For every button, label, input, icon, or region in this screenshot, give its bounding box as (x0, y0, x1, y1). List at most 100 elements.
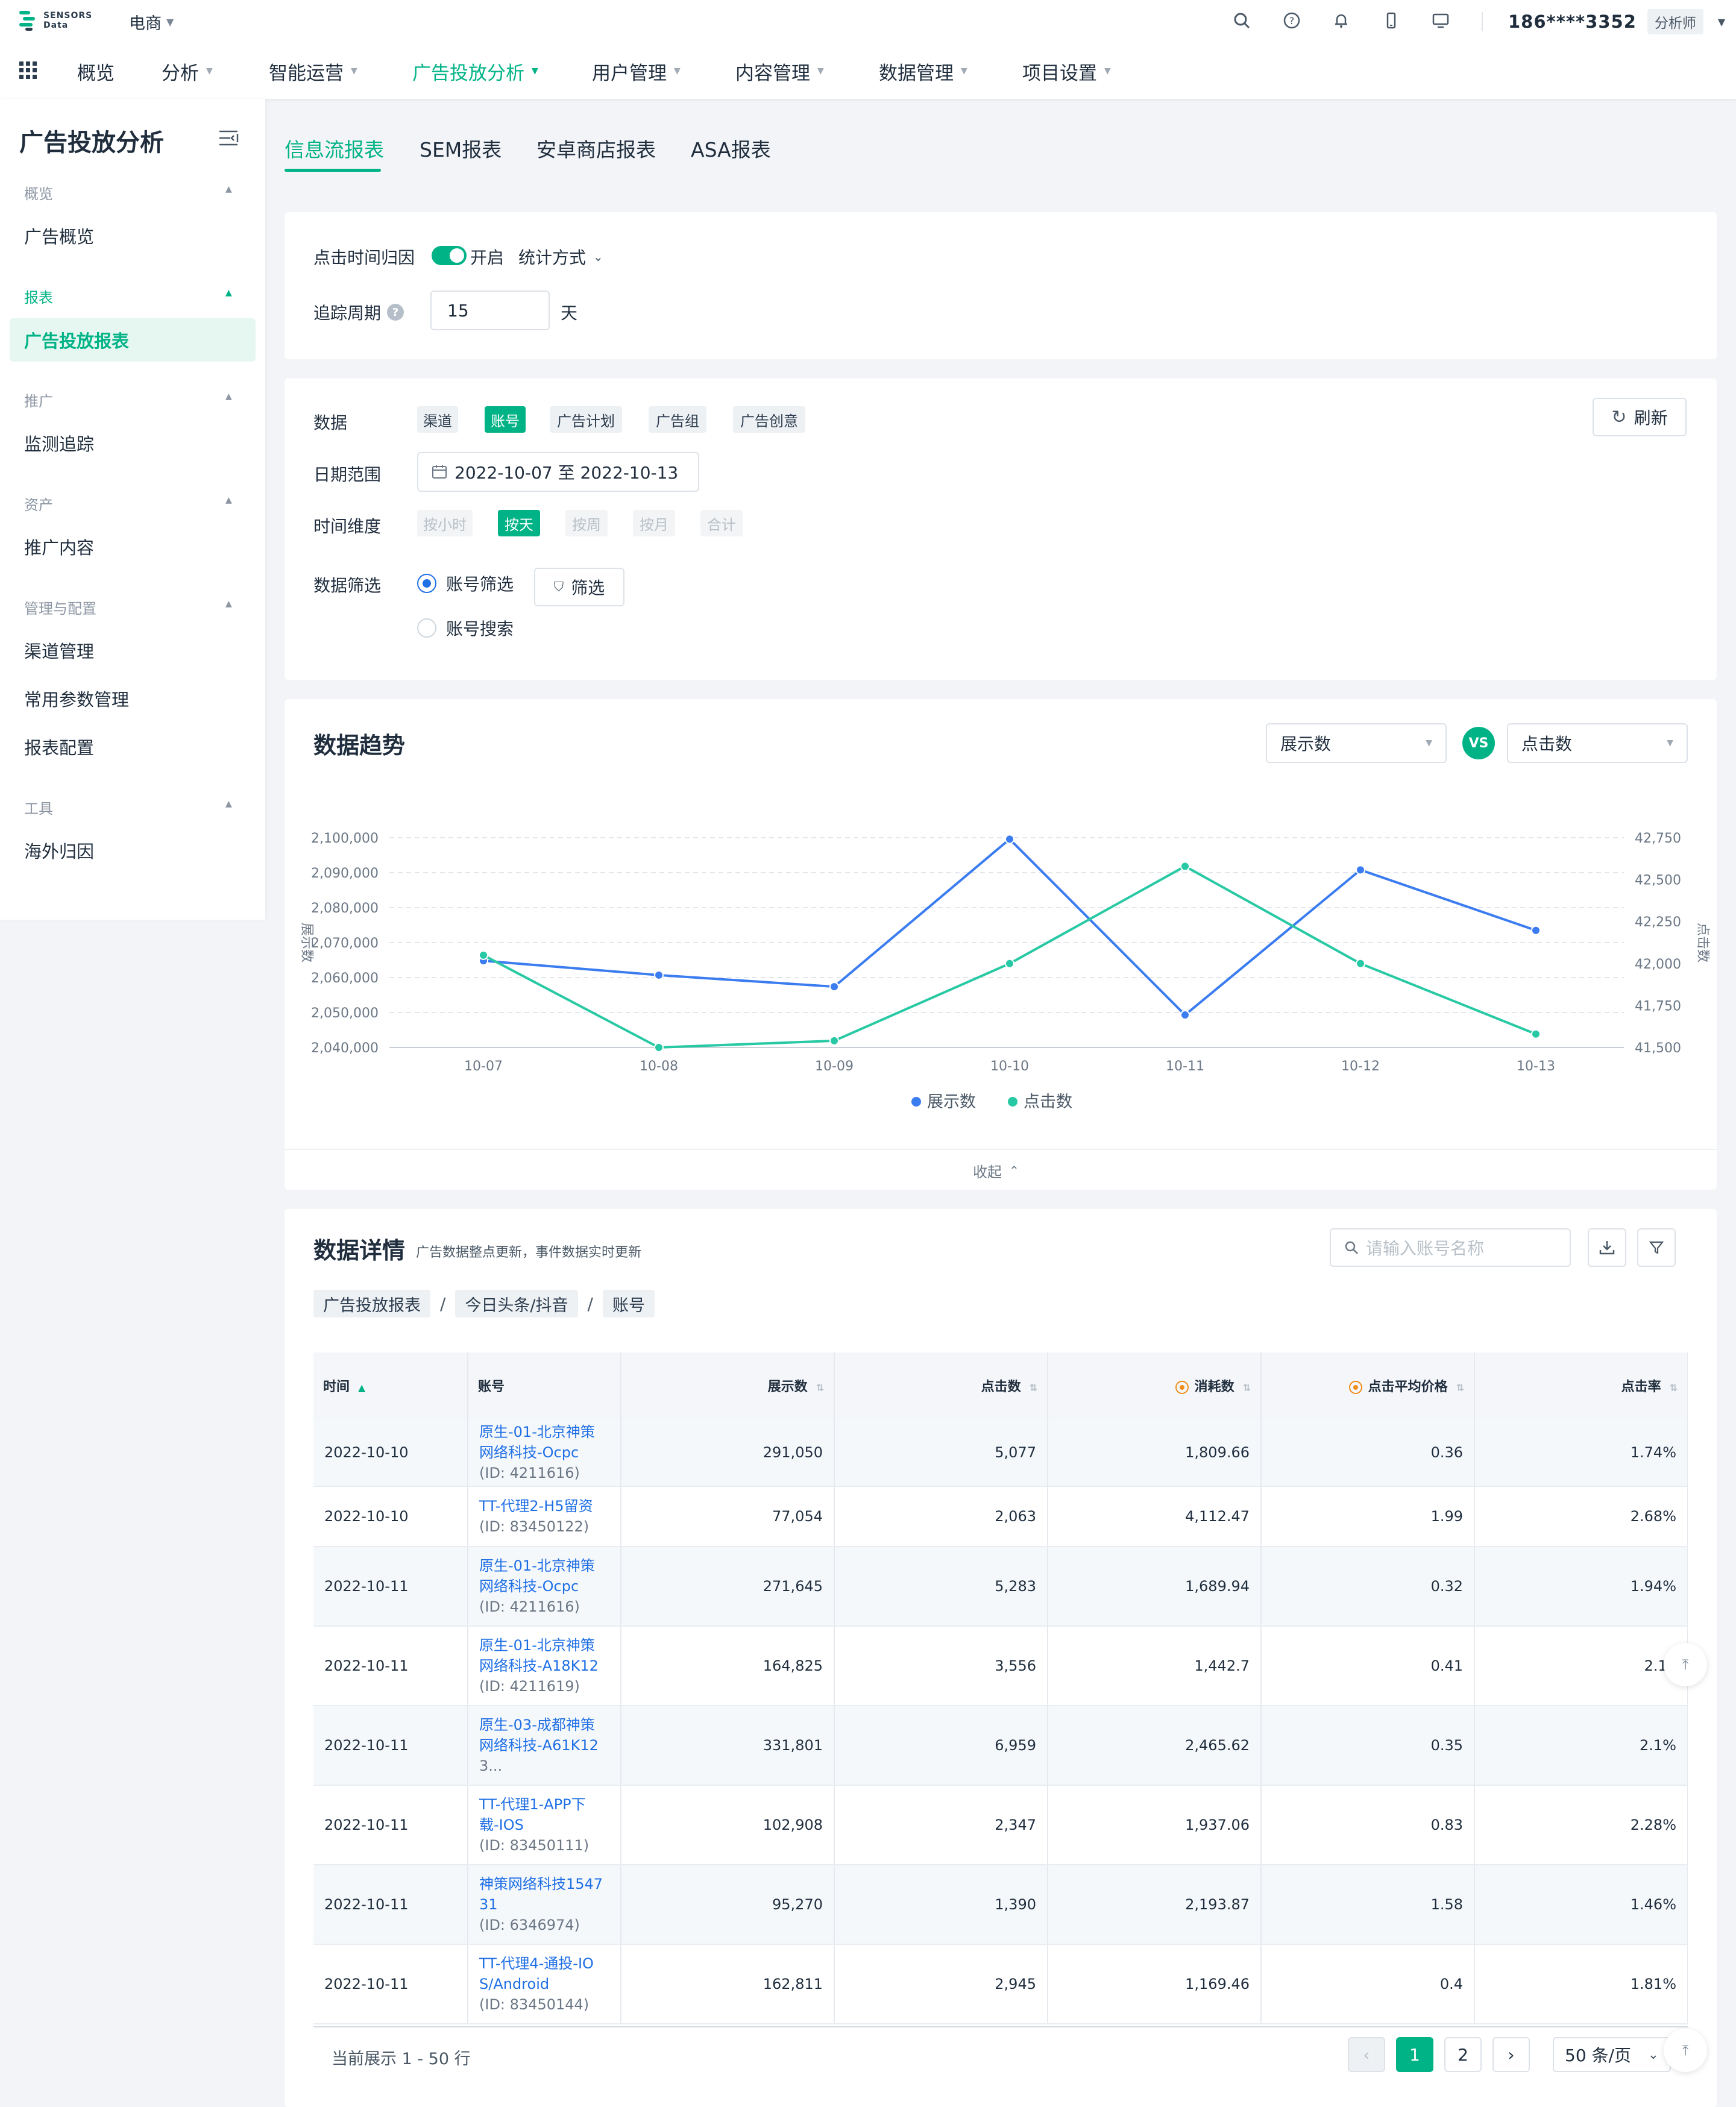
filter-button[interactable]: ⛉ 筛选 (534, 568, 624, 606)
chip-account[interactable]: 账号 (485, 406, 526, 433)
nav-item-overview[interactable]: 概览 (77, 43, 115, 99)
account-link[interactable]: TT-代理1-APP下 (479, 1796, 586, 1813)
page-button[interactable]: 1 (1396, 2037, 1433, 2072)
project-switcher[interactable]: 电商 ▼ (129, 10, 174, 34)
chevron-up-icon[interactable]: ▲ (225, 799, 232, 809)
tab-feed-report[interactable]: 信息流报表 (285, 138, 384, 162)
tab-android-store-report[interactable]: 安卓商店报表 (536, 138, 656, 162)
sort-icon[interactable]: ⇅ (1669, 1382, 1678, 1393)
table-row[interactable]: 2022-10-11 神策网络科技1547 31 (ID: 6346974) 95,27… (313, 1865, 1688, 1945)
table-row[interactable]: 2022-10-11 原生-01-北京神策 网络科技-Ocpc (ID: 421161… (313, 1546, 1688, 1627)
cell-account[interactable]: 原生-01-北京神策 网络科技-Ocpc (ID: 4211616) (468, 1546, 621, 1627)
account-link[interactable]: 原生-01-北京神策 (479, 1557, 595, 1574)
sort-icon[interactable]: ▲ (358, 1382, 366, 1393)
sidebar-item-tracking[interactable]: 监测追踪 (24, 434, 95, 454)
table-row[interactable]: 2022-10-11 原生-01-北京神策 网络科技-A18K12 (ID: 4211… (313, 1626, 1688, 1706)
back-to-top-button[interactable]: ⤒ (1664, 2029, 1707, 2072)
account-link[interactable]: 网络科技-Ocpc (479, 1578, 579, 1595)
chip-total[interactable]: 合计 (700, 510, 743, 536)
help-icon[interactable]: ? (387, 304, 404, 321)
nav-item-data-mgmt[interactable]: 数据管理 ▼ (879, 43, 967, 99)
col-header-cost[interactable]: 消耗数 ⇅ (1048, 1352, 1262, 1419)
column-filter-button[interactable] (1637, 1228, 1676, 1267)
refresh-button[interactable]: ↻ 刷新 (1593, 398, 1687, 436)
page-button[interactable]: 2 (1444, 2037, 1482, 2072)
collapse-toggle[interactable]: 收起 ⌃ (973, 1158, 1019, 1182)
table-row[interactable]: 2022-10-11 原生-03-成都神策 网络科技-A61K12 3... 331,8… (313, 1706, 1688, 1786)
col-header-cpc[interactable]: 点击平均价格 ⇅ (1261, 1352, 1475, 1419)
cell-account[interactable]: 原生-01-北京神策 网络科技-A18K12 (ID: 4211619) (468, 1626, 621, 1706)
chip-by-week[interactable]: 按周 (565, 510, 608, 536)
account-link[interactable]: 载-IOS (479, 1817, 524, 1833)
table-row[interactable]: 2022-10-11 TT-代理4-通投-IO S/Android (ID: 8345… (313, 1944, 1688, 2024)
chip-by-month[interactable]: 按月 (633, 510, 675, 536)
sidebar-item-ad-report[interactable]: 广告投放报表 (10, 318, 256, 362)
col-header-ctr[interactable]: 点击率 ⇅ (1474, 1352, 1688, 1419)
bell-icon[interactable] (1329, 8, 1353, 33)
cell-account[interactable]: TT-代理4-通投-IO S/Android (ID: 83450144) (468, 1944, 621, 2024)
tab-asa-report[interactable]: ASA报表 (691, 138, 771, 162)
page-size-select[interactable]: 50 条/页 ⌄ (1553, 2037, 1671, 2072)
nav-item-analysis[interactable]: 分析 ▼ (162, 43, 213, 99)
tab-sem-report[interactable]: SEM报表 (420, 138, 502, 162)
chevron-up-icon[interactable]: ▲ (225, 184, 232, 194)
chip-by-hour[interactable]: 按小时 (417, 510, 473, 536)
sidebar-item-report-config[interactable]: 报表配置 (24, 738, 95, 758)
breadcrumb-item[interactable]: 广告投放报表 (313, 1290, 430, 1317)
prev-page-button[interactable]: ‹ (1348, 2037, 1385, 2072)
radio-account-search[interactable]: 账号搜索 (417, 616, 514, 640)
monitor-icon[interactable] (1429, 8, 1453, 33)
date-range-picker[interactable]: 2022-10-07 至 2022-10-13 (417, 452, 699, 492)
col-header-impressions[interactable]: 展示数 ⇅ (621, 1352, 835, 1419)
nav-item-user-mgmt[interactable]: 用户管理 ▼ (592, 43, 681, 99)
chevron-up-icon[interactable]: ▲ (225, 495, 232, 505)
account-link[interactable]: 31 (479, 1896, 498, 1913)
nav-item-project-settings[interactable]: 项目设置 ▼ (1022, 43, 1111, 99)
account-link[interactable]: S/Android (479, 1976, 550, 1992)
nav-item-content-mgmt[interactable]: 内容管理 ▼ (735, 43, 824, 99)
attribution-toggle[interactable] (432, 246, 467, 265)
chevron-up-icon[interactable]: ▲ (225, 392, 232, 401)
metric-left-select[interactable]: 展示数 ▼ (1266, 723, 1447, 763)
help-icon[interactable]: ? (1280, 8, 1304, 33)
account-link[interactable]: 原生-01-北京神策 (479, 1637, 595, 1654)
sidebar-item-channel-mgmt[interactable]: 渠道管理 (24, 641, 95, 662)
cell-account[interactable]: 神策网络科技1547 31 (ID: 6346974) (468, 1865, 621, 1945)
sort-icon[interactable]: ⇅ (1456, 1382, 1464, 1393)
next-page-button[interactable]: › (1492, 2037, 1530, 2072)
cell-account[interactable]: 原生-03-成都神策 网络科技-A61K12 3... (468, 1706, 621, 1786)
table-row[interactable]: 2022-10-10 TT-代理2-H5留资 (ID: 83450122) 77,05… (313, 1486, 1688, 1547)
table-row[interactable]: 2022-10-10 原生-01-北京神策 网络科技-Ocpc (ID: 421161… (313, 1419, 1688, 1487)
sort-icon[interactable]: ⇅ (1242, 1382, 1251, 1393)
sidebar-item-promo-content[interactable]: 推广内容 (24, 538, 95, 558)
sort-icon[interactable]: ⇅ (816, 1382, 824, 1393)
chip-ad-creative[interactable]: 广告创意 (733, 406, 805, 433)
account-link[interactable]: 原生-01-北京神策 (479, 1423, 595, 1440)
sidebar-item-overseas-attr[interactable]: 海外归因 (24, 841, 95, 862)
account-link[interactable]: 网络科技-A18K12 (479, 1657, 599, 1674)
nav-item-smart-ops[interactable]: 智能运营 ▼ (269, 43, 357, 99)
cell-account[interactable]: TT-代理1-APP下 载-IOS (ID: 83450111) (468, 1785, 621, 1865)
table-row[interactable]: 2022-10-11 TT-代理1-APP下 载-IOS (ID: 83450111)… (313, 1785, 1688, 1865)
breadcrumb-item[interactable]: 今日头条/抖音 (455, 1290, 578, 1317)
chip-by-day[interactable]: 按天 (498, 510, 540, 536)
sidebar-item-param-mgmt[interactable]: 常用参数管理 (24, 689, 130, 710)
chevron-up-icon[interactable]: ▲ (225, 288, 232, 298)
stat-mode-dropdown[interactable]: 统计方式 ⌄ (518, 245, 603, 269)
track-period-input[interactable]: 15 (430, 290, 550, 330)
cell-account[interactable]: TT-代理2-H5留资 (ID: 83450122) (468, 1486, 621, 1547)
account-link[interactable]: TT-代理4-通投-IO (479, 1955, 594, 1972)
breadcrumb-item[interactable]: 账号 (602, 1290, 655, 1317)
mobile-icon[interactable] (1379, 8, 1403, 33)
chip-ad-group[interactable]: 广告组 (649, 406, 706, 433)
chevron-up-icon[interactable]: ▲ (225, 599, 232, 609)
sort-icon[interactable]: ⇅ (1029, 1382, 1037, 1393)
chip-ad-plan[interactable]: 广告计划 (550, 406, 622, 433)
back-to-top-button[interactable]: ⤒ (1664, 1643, 1707, 1686)
user-menu[interactable]: 186****3352 分析师 ▼ (1508, 8, 1725, 35)
account-link[interactable]: 原生-03-成都神策 (479, 1716, 595, 1733)
account-link[interactable]: 神策网络科技1547 (479, 1876, 603, 1892)
apps-grid-icon[interactable] (18, 60, 39, 85)
account-search-input[interactable]: 请输入账号名称 (1330, 1228, 1571, 1267)
nav-item-ad-analysis[interactable]: 广告投放分析 ▼ (412, 43, 538, 99)
